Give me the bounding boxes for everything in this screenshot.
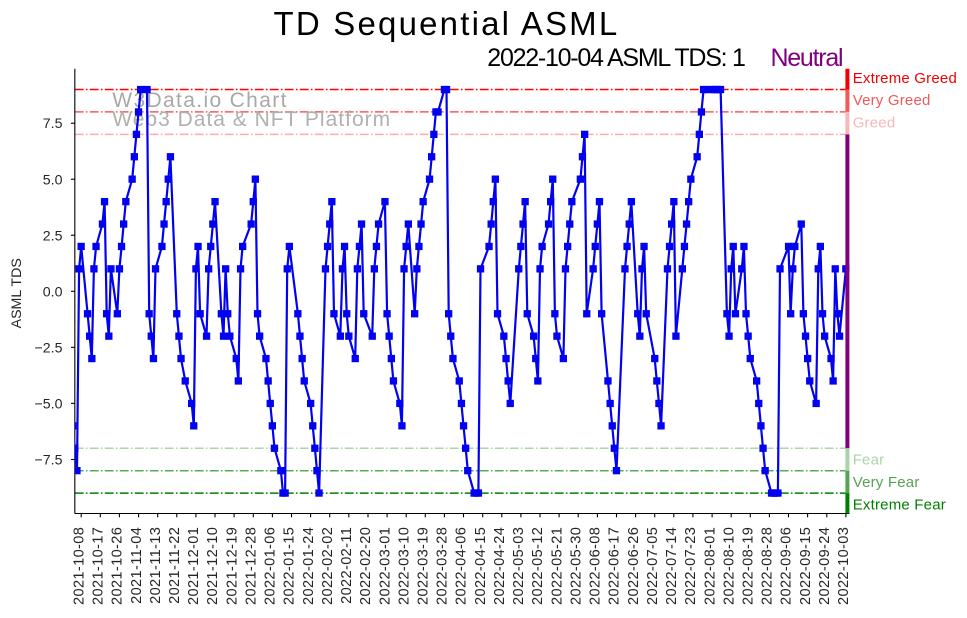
svg-text:Extreme Greed: Extreme Greed (853, 70, 957, 87)
svg-text:2022-09-06: 2022-09-06 (779, 527, 795, 605)
svg-text:2021-11-13: 2021-11-13 (148, 527, 164, 604)
svg-text:2022-01-06: 2022-01-06 (263, 527, 279, 605)
svg-text:0.0: 0.0 (43, 284, 63, 300)
svg-text:2022-06-08: 2022-06-08 (588, 527, 604, 605)
svg-text:2021-10-26: 2021-10-26 (110, 527, 126, 605)
svg-text:2022-03-19: 2022-03-19 (416, 527, 432, 605)
svg-text:2021-12-28: 2021-12-28 (244, 527, 260, 605)
svg-text:Very Fear: Very Fear (853, 474, 920, 491)
svg-text:2022-01-24: 2022-01-24 (301, 527, 317, 605)
svg-text:2022-09-15: 2022-09-15 (798, 527, 814, 605)
svg-text:2022-03-10: 2022-03-10 (396, 527, 412, 605)
svg-text:2022-08-10: 2022-08-10 (721, 527, 737, 605)
svg-text:2022-02-20: 2022-02-20 (358, 527, 374, 605)
svg-text:−7.5: −7.5 (34, 453, 62, 469)
svg-text:2.5: 2.5 (43, 228, 63, 244)
svg-text:2021-12-19: 2021-12-19 (224, 527, 240, 605)
svg-text:2021-12-01: 2021-12-01 (186, 527, 202, 605)
svg-text:5.0: 5.0 (43, 172, 63, 188)
svg-text:−2.5: −2.5 (34, 341, 62, 357)
svg-text:2022-06-17: 2022-06-17 (607, 527, 623, 605)
svg-text:2022-07-14: 2022-07-14 (664, 527, 680, 605)
svg-text:2022-04-06: 2022-04-06 (454, 527, 470, 605)
svg-text:Fear: Fear (853, 452, 885, 469)
svg-text:W3Data.io Chart: W3Data.io Chart (112, 89, 287, 112)
svg-text:2022-10-03: 2022-10-03 (836, 527, 852, 605)
svg-text:2022-09-24: 2022-09-24 (817, 527, 833, 605)
svg-text:2022-08-01: 2022-08-01 (702, 527, 718, 605)
svg-text:2022-02-11: 2022-02-11 (339, 527, 355, 604)
svg-text:2022-05-03: 2022-05-03 (511, 527, 527, 605)
svg-text:ASML TDS: ASML TDS (9, 258, 25, 328)
svg-text:2021-10-08: 2021-10-08 (71, 527, 87, 605)
svg-text:Extreme Fear: Extreme Fear (853, 496, 946, 513)
svg-text:2022-08-19: 2022-08-19 (741, 527, 757, 605)
svg-text:2022-03-28: 2022-03-28 (435, 527, 451, 605)
svg-text:2021-11-04: 2021-11-04 (129, 527, 145, 604)
svg-text:−5.0: −5.0 (34, 397, 62, 413)
svg-text:2021-12-10: 2021-12-10 (205, 527, 221, 605)
svg-text:2022-07-05: 2022-07-05 (645, 527, 661, 605)
svg-text:2022-01-15: 2022-01-15 (282, 527, 298, 605)
svg-text:2021-11-22: 2021-11-22 (167, 527, 183, 604)
svg-text:2022-06-26: 2022-06-26 (626, 527, 642, 605)
svg-text:TD Sequential ASML: TD Sequential ASML (274, 5, 620, 42)
svg-text:2022-03-01: 2022-03-01 (377, 527, 393, 605)
svg-text:2022-04-24: 2022-04-24 (492, 527, 508, 605)
svg-text:Web3 Data & NFT Platform: Web3 Data & NFT Platform (112, 108, 391, 131)
svg-text:2021-10-17: 2021-10-17 (91, 527, 107, 605)
svg-text:2022-07-23: 2022-07-23 (683, 527, 699, 605)
svg-text:2022-08-28: 2022-08-28 (760, 527, 776, 605)
svg-text:2022-02-02: 2022-02-02 (320, 527, 336, 605)
svg-text:2022-04-15: 2022-04-15 (473, 527, 489, 605)
svg-text:7.5: 7.5 (43, 116, 63, 132)
svg-text:2022-10-04 ASML TDS: 1: 2022-10-04 ASML TDS: 1 (487, 44, 745, 72)
svg-text:Greed: Greed (853, 115, 896, 132)
svg-text:2022-05-21: 2022-05-21 (549, 527, 565, 605)
svg-text:2022-05-12: 2022-05-12 (530, 527, 546, 605)
svg-text:Very Greed: Very Greed (853, 92, 931, 109)
svg-text:Neutral: Neutral (770, 44, 842, 72)
svg-text:2022-05-30: 2022-05-30 (568, 527, 584, 605)
